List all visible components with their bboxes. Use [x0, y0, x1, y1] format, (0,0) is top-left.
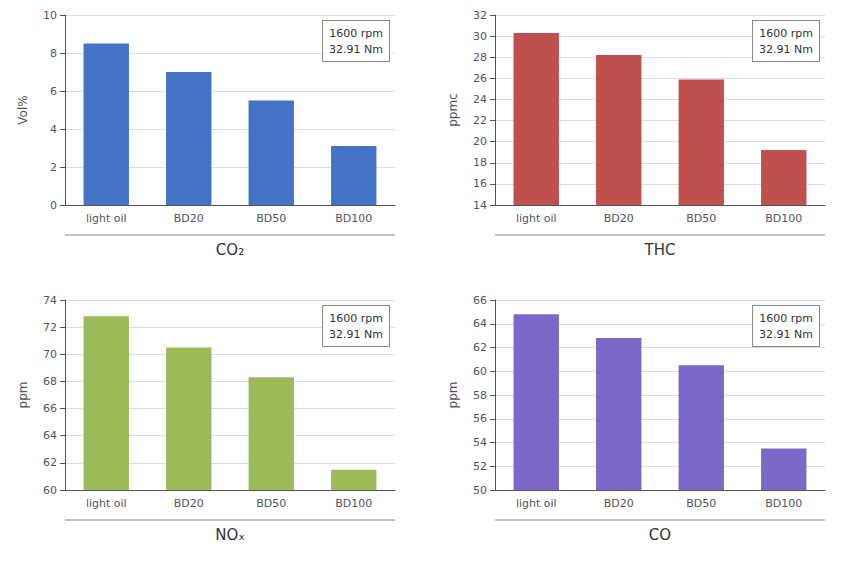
- svg-text:66: 66: [473, 294, 487, 307]
- svg-text:32: 32: [473, 9, 487, 22]
- svg-text:18: 18: [473, 156, 487, 169]
- svg-text:6: 6: [50, 85, 57, 98]
- svg-text:CO: CO: [649, 526, 671, 544]
- svg-text:72: 72: [43, 321, 57, 334]
- svg-text:2: 2: [50, 161, 57, 174]
- svg-text:24: 24: [473, 93, 487, 106]
- svg-text:BD50: BD50: [686, 212, 716, 225]
- svg-text:BD50: BD50: [686, 497, 716, 510]
- svg-text:26: 26: [473, 72, 487, 85]
- svg-text:64: 64: [473, 317, 487, 330]
- svg-text:BD50: BD50: [256, 497, 286, 510]
- svg-text:0: 0: [50, 199, 57, 212]
- svg-text:68: 68: [43, 375, 57, 388]
- svg-text:light oil: light oil: [86, 497, 127, 510]
- svg-text:20: 20: [473, 135, 487, 148]
- svg-text:60: 60: [473, 365, 487, 378]
- svg-text:62: 62: [43, 456, 57, 469]
- svg-text:10: 10: [43, 9, 57, 22]
- svg-text:30: 30: [473, 30, 487, 43]
- svg-text:32.91 Nm: 32.91 Nm: [329, 43, 383, 56]
- svg-text:BD20: BD20: [174, 212, 204, 225]
- svg-text:BD50: BD50: [256, 212, 286, 225]
- svg-text:16: 16: [473, 177, 487, 190]
- svg-text:BD100: BD100: [765, 497, 802, 510]
- svg-text:22: 22: [473, 114, 487, 127]
- svg-text:54: 54: [473, 436, 487, 449]
- svg-text:Vol%: Vol%: [16, 95, 30, 124]
- svg-text:28: 28: [473, 51, 487, 64]
- svg-text:64: 64: [43, 429, 57, 442]
- svg-text:1600 rpm: 1600 rpm: [759, 27, 813, 40]
- svg-text:1600 rpm: 1600 rpm: [759, 312, 813, 325]
- svg-text:ppm: ppm: [16, 382, 30, 409]
- svg-text:52: 52: [473, 460, 487, 473]
- svg-text:NOₓ: NOₓ: [215, 526, 245, 544]
- svg-text:58: 58: [473, 389, 487, 402]
- svg-text:74: 74: [43, 294, 57, 307]
- svg-text:32.91 Nm: 32.91 Nm: [759, 328, 813, 341]
- svg-text:32.91 Nm: 32.91 Nm: [759, 43, 813, 56]
- svg-text:THC: THC: [644, 241, 676, 259]
- svg-text:32.91 Nm: 32.91 Nm: [329, 328, 383, 341]
- svg-text:BD100: BD100: [765, 212, 802, 225]
- svg-text:66: 66: [43, 402, 57, 415]
- svg-text:light oil: light oil: [516, 212, 557, 225]
- svg-text:4: 4: [50, 123, 57, 136]
- svg-text:14: 14: [473, 199, 487, 212]
- svg-text:light oil: light oil: [86, 212, 127, 225]
- svg-text:62: 62: [473, 341, 487, 354]
- svg-text:ppm: ppm: [446, 382, 460, 409]
- svg-text:1600 rpm: 1600 rpm: [329, 27, 383, 40]
- svg-text:70: 70: [43, 348, 57, 361]
- svg-text:8: 8: [50, 47, 57, 60]
- svg-text:light oil: light oil: [516, 497, 557, 510]
- svg-text:56: 56: [473, 412, 487, 425]
- svg-text:CO₂: CO₂: [216, 241, 244, 259]
- svg-text:BD100: BD100: [335, 212, 372, 225]
- svg-text:50: 50: [473, 484, 487, 497]
- svg-text:60: 60: [43, 484, 57, 497]
- svg-text:ppmc: ppmc: [446, 93, 460, 127]
- svg-text:BD20: BD20: [604, 497, 634, 510]
- svg-text:BD20: BD20: [604, 212, 634, 225]
- svg-text:BD100: BD100: [335, 497, 372, 510]
- svg-text:1600 rpm: 1600 rpm: [329, 312, 383, 325]
- svg-text:BD20: BD20: [174, 497, 204, 510]
